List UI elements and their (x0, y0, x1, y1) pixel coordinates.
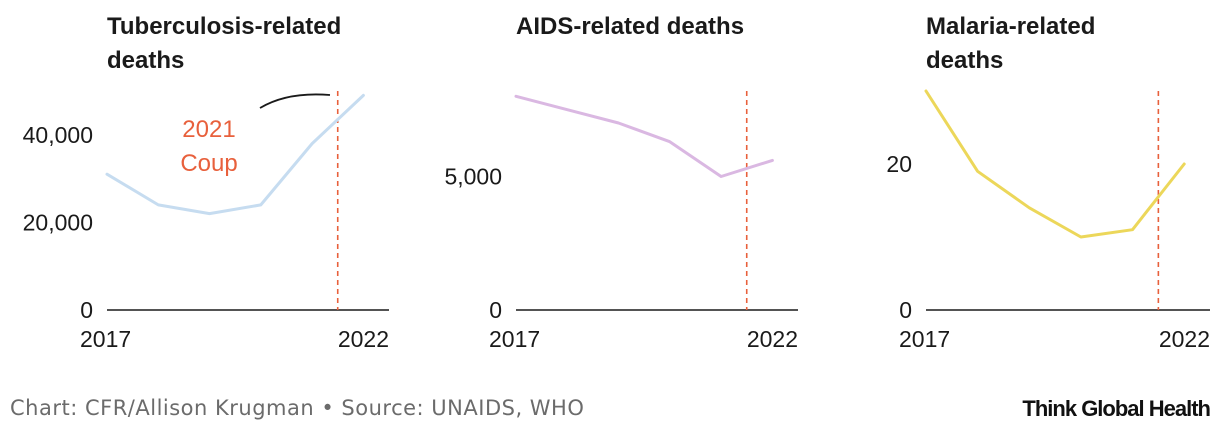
y-tick-label: 5,000 (444, 163, 502, 189)
y-tick-label: 20 (886, 151, 912, 177)
series-line (924, 89, 1186, 239)
y-tick-label: 0 (80, 297, 93, 323)
x-tick-label: 2022 (747, 326, 798, 352)
series-line (514, 94, 774, 178)
y-tick-label: 0 (899, 297, 912, 323)
charts-canvas: 0 20,000 40,000 2017 2022 2021 Coup 0 5,000 2017 2… (23, 89, 1210, 352)
x-tick-label: 2022 (338, 326, 389, 352)
annotation-label: Coup (180, 150, 237, 177)
x-tick-label: 2017 (489, 326, 540, 352)
aids-chart-title: AIDS-related deaths (516, 13, 745, 40)
y-tick-label: 40,000 (23, 122, 93, 148)
y-tick-label: 0 (489, 297, 502, 323)
malaria-chart-title: Malaria-related deaths (926, 13, 1096, 74)
brand-logo: Think Global Health (1022, 396, 1211, 421)
series-line (105, 93, 365, 216)
annotation-label: 2021 (182, 116, 235, 143)
annotation-callout-line (259, 93, 331, 109)
x-tick-label: 2022 (1159, 326, 1210, 352)
x-tick-label: 2017 (80, 326, 131, 352)
y-tick-label: 20,000 (23, 209, 93, 235)
tb-chart-title: Tuberculosis-related deaths (107, 13, 342, 74)
source-credit: Chart: CFR/Allison Krugman • Source: UNA… (10, 396, 585, 420)
x-tick-label: 2017 (899, 326, 950, 352)
